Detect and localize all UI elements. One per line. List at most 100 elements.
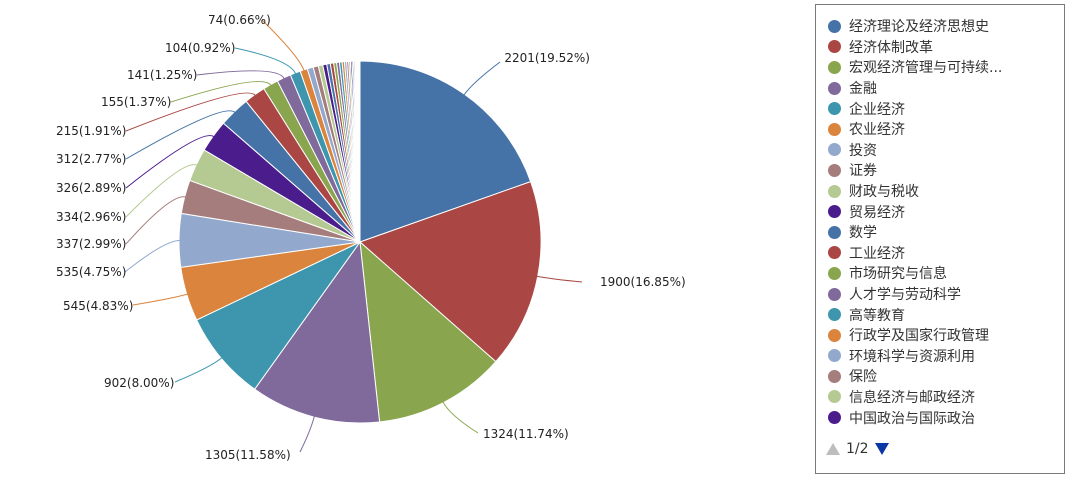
legend-label: 人才学与劳动科学 [849,287,961,304]
legend-swatch [828,163,841,177]
leader-line [463,61,501,96]
leader-line [125,196,186,245]
legend-label: 经济理论及经济思想史 [849,19,989,36]
legend-items: 经济理论及经济思想史 经济体制改革宏观经济管理与可持续... 金融企业经济农业经济投… [828,16,1060,436]
legend: 经济理论及经济思想史 经济体制改革宏观经济管理与可持续... 金融企业经济农业经济投… [815,4,1065,474]
data-label: 337(2.99%) [56,237,126,251]
legend-swatch [828,369,841,383]
page-indicator: 1/2 [846,441,869,457]
leader-lines [124,19,583,453]
leader-line [536,275,583,283]
legend-swatch [828,102,841,116]
legend-item[interactable]: 中国政治与国际政治 [828,407,1060,428]
legend-label: 行政学及国家行政管理 [849,328,989,345]
leader-line [124,239,181,273]
data-label: 74(0.66%) [208,13,271,27]
legend-label: 数学 [849,225,877,242]
legend-swatch [828,143,841,157]
legend-label: 财政与税收 [849,184,919,201]
legend-item[interactable]: 企业经济 [828,98,1060,119]
legend-label: 证券 [849,163,877,180]
legend-item[interactable]: 农业经济 [828,119,1060,140]
legend-item[interactable]: 证券 [828,160,1060,181]
data-label: 312(2.77%) [56,152,126,166]
data-label: 215(1.91%) [56,124,126,138]
legend-swatch [828,40,841,54]
legend-swatch [828,287,841,301]
legend-item[interactable]: 高等教育 [828,304,1060,325]
data-label: 104(0.92%) [165,41,235,55]
leader-line [261,19,305,72]
legend-swatch [828,390,841,404]
pie-slices [178,60,542,424]
legend-label: 金融 [849,81,877,98]
data-label: 902(8.00%) [104,376,174,390]
data-label: 326(2.89%) [56,181,126,195]
legend-label: 市场研究与信息 [849,266,947,283]
leader-line [234,47,297,75]
legend-swatch [828,19,841,33]
legend-swatch [828,328,841,342]
legend-item[interactable]: 环境科学与资源利用 [828,346,1060,367]
legend-swatch [828,60,841,74]
legend-label: 农业经济 [849,122,905,139]
legend-swatch [828,308,841,322]
legend-label: 中国政治与国际政治 [849,410,975,427]
pie-chart: 2201(19.52%) 1900(16.85%) 1324(11.74%) 1305… [56,13,686,462]
page-down-icon[interactable] [874,443,889,455]
legend-item[interactable]: 数学 [828,222,1060,243]
data-label: 155(1.37%) [101,95,171,109]
legend-item[interactable]: 工业经济 [828,243,1060,264]
leader-line [132,293,188,306]
leader-line [442,401,479,434]
legend-label: 工业经济 [849,245,905,262]
leader-line [196,70,285,79]
legend-label: 经济体制改革 [849,39,933,56]
legend-swatch [828,349,841,363]
legend-label: 企业经济 [849,101,905,118]
legend-pager: 1/2 [826,441,889,457]
legend-swatch [828,81,841,95]
legend-swatch [828,205,841,219]
data-label: 141(1.25%) [127,68,197,82]
data-label: 334(2.96%) [56,210,126,224]
page-up-icon[interactable] [826,443,840,455]
legend-label: 高等教育 [849,307,905,324]
legend-item[interactable]: 贸易经济 [828,201,1060,222]
legend-label: 贸易经济 [849,204,905,221]
data-label: 1305(11.58%) [205,448,291,462]
legend-item[interactable]: 金融 [828,78,1060,99]
leader-line [174,357,223,383]
legend-item[interactable]: 经济体制改革 [828,37,1060,58]
legend-item[interactable]: 宏观经济管理与可持续... [828,57,1060,78]
leader-line [170,81,272,103]
data-label: 1324(11.74%) [483,427,569,441]
legend-item[interactable]: 人才学与劳动科学 [828,284,1060,305]
legend-item[interactable]: 投资 [828,140,1060,161]
legend-label: 环境科学与资源利用 [849,348,975,365]
legend-item[interactable]: 财政与税收 [828,181,1060,202]
data-label: 535(4.75%) [56,265,126,279]
data-labels: 2201(19.52%) 1900(16.85%) 1324(11.74%) 1305… [56,13,686,462]
leader-line [125,164,198,218]
leader-line [125,110,236,160]
legend-swatch [828,184,841,198]
legend-item[interactable]: 经济理论及经济思想史 [828,16,1060,37]
legend-swatch [828,266,841,280]
legend-swatch [828,225,841,239]
legend-swatch [828,411,841,425]
leader-line [125,135,215,189]
legend-item[interactable]: 行政学及国家行政管理 [828,325,1060,346]
data-label: 545(4.83%) [63,299,133,313]
legend-label: 信息经济与邮政经济 [849,389,975,406]
legend-label: 投资 [849,142,877,159]
legend-swatch [828,246,841,260]
data-label: 1900(16.85%) [600,275,686,289]
leader-line [125,92,256,132]
leader-line [299,415,315,453]
legend-item[interactable]: 市场研究与信息 [828,263,1060,284]
data-label: 2201(19.52%) [504,51,590,65]
legend-item[interactable]: 保险 [828,366,1060,387]
legend-item[interactable]: 信息经济与邮政经济 [828,387,1060,408]
legend-label: 宏观经济管理与可持续... [849,60,1003,77]
